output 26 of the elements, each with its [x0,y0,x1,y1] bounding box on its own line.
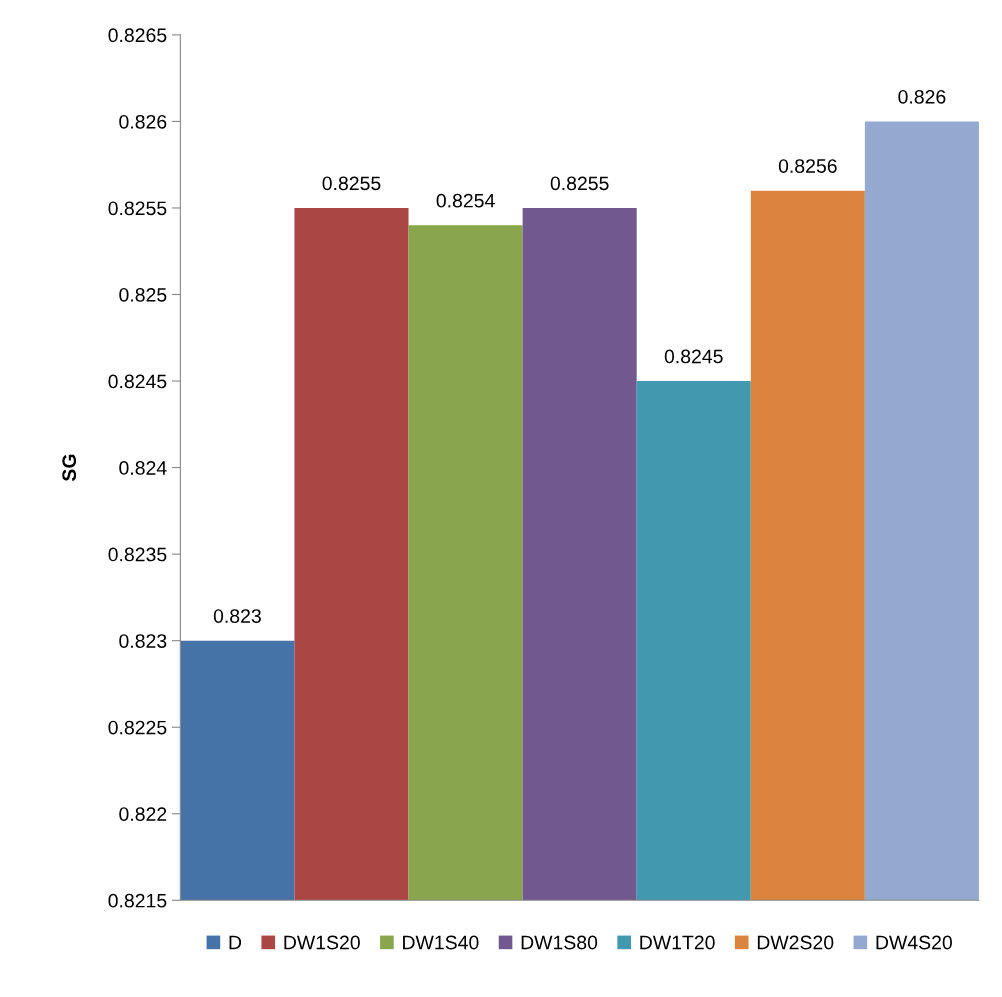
legend-label: DW1S80 [521,935,598,950]
data-label: 0.8256 [778,159,837,173]
y-tick-label: 0.8235 [108,547,167,562]
legend-label: D [229,935,242,950]
legend-label: DW1S40 [403,935,479,950]
legend-label: DW1S20 [284,935,360,950]
legend-label: DW1T20 [640,935,715,950]
y-tick-label: 0.824 [119,461,167,475]
data-label: 0.8254 [436,193,495,208]
legend-label: DW4S20 [876,935,952,950]
data-label: 0.823 [213,609,261,623]
y-tick-label: 0.8225 [108,720,167,735]
y-tick-label: 0.823 [119,634,167,648]
y-tick-label: 0.8265 [108,28,167,43]
y-tick-label: 0.8245 [108,374,167,389]
data-label: 0.8255 [550,176,609,191]
y-tick-label: 0.8215 [108,893,167,908]
y-tick-label: 0.825 [119,287,167,302]
y-tick-label: 0.822 [119,807,167,821]
data-label: 0.826 [898,89,946,104]
y-tick-label: 0.8255 [108,201,167,216]
y-axis-title: SG [62,454,77,482]
y-tick-label: 0.826 [119,114,167,129]
legend-label: DW2S20 [757,935,834,950]
data-label: 0.8255 [322,176,381,191]
data-label: 0.8245 [664,349,723,364]
